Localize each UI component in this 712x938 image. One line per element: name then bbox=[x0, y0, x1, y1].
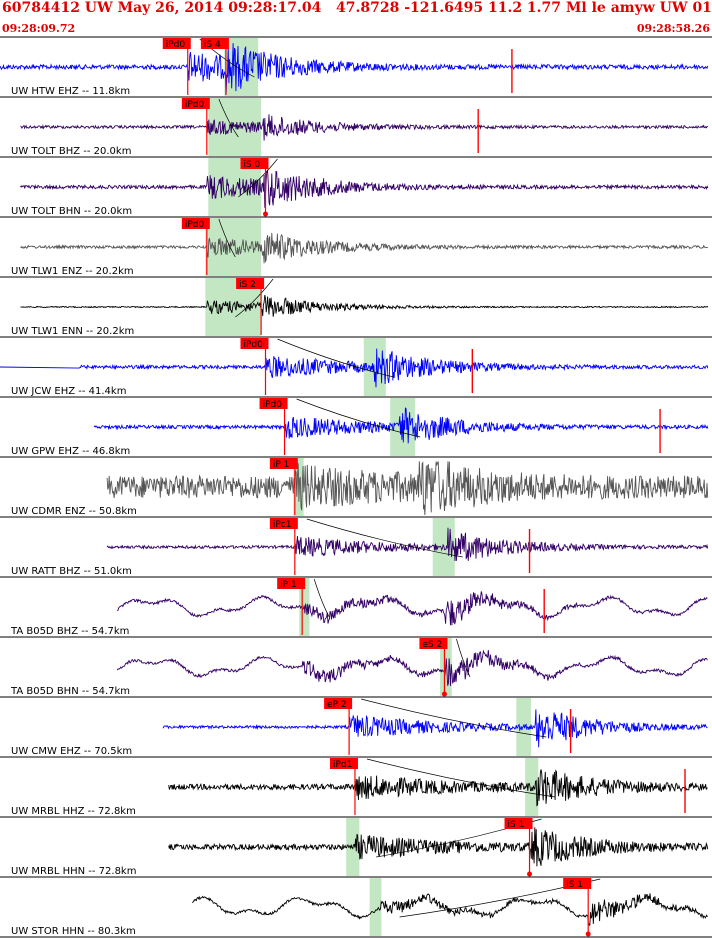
pick-label-box bbox=[324, 698, 353, 709]
pick-label: iS 1 bbox=[566, 880, 583, 890]
pick-label: eP 2 bbox=[327, 700, 347, 710]
start-time-label: 09:28:09.72 bbox=[2, 22, 76, 35]
pick-label-box bbox=[563, 878, 592, 889]
pick-label: iS 4 bbox=[204, 40, 221, 50]
waveform-trace bbox=[0, 348, 709, 388]
station-label: UW JCW EHZ -- 41.4km bbox=[11, 386, 126, 397]
pick-arrow-top bbox=[585, 879, 592, 885]
pick-label: iPc1 bbox=[273, 520, 292, 530]
travel-time-curve bbox=[313, 578, 330, 618]
travel-time-curve bbox=[218, 98, 239, 138]
pick-label-box bbox=[277, 578, 306, 589]
pick-arrow-bottom bbox=[441, 691, 447, 697]
pick-arrow-top bbox=[262, 159, 269, 165]
travel-time-curve bbox=[235, 278, 274, 318]
waveform-trace bbox=[191, 893, 708, 926]
waveform-trace bbox=[20, 169, 709, 208]
pick-label-box bbox=[240, 158, 269, 169]
pick-label-box bbox=[329, 758, 358, 769]
waveform-trace bbox=[20, 114, 708, 141]
travel-time-curve bbox=[277, 338, 394, 378]
pick-label-box bbox=[181, 98, 210, 109]
station-label: UW MRBL HHN -- 72.8km bbox=[11, 866, 136, 877]
waveform-trace bbox=[117, 591, 708, 626]
pick-arrow-top bbox=[526, 819, 533, 825]
pick-arrow-bottom bbox=[585, 931, 591, 937]
pick-label: iPd1 bbox=[333, 760, 352, 770]
waveform-trace bbox=[20, 294, 709, 317]
station-label: UW HTW EHZ -- 11.8km bbox=[11, 86, 130, 97]
waveform-trace bbox=[106, 460, 709, 516]
travel-time-curve bbox=[306, 518, 463, 558]
travel-time-curve bbox=[366, 758, 556, 798]
end-time-label: 09:28:58.26 bbox=[636, 22, 710, 35]
pick-label: iP 1 bbox=[273, 460, 290, 470]
station-label: UW TOLT BHZ -- 20.0km bbox=[11, 146, 131, 157]
pick-label-box bbox=[269, 518, 298, 529]
pick-label: iS 1 bbox=[508, 820, 525, 830]
pick-label: iPd0 bbox=[243, 340, 263, 350]
station-label: UW GPW EHZ -- 46.8km bbox=[11, 446, 130, 457]
pick-label-box bbox=[419, 638, 448, 649]
travel-time-curve bbox=[238, 158, 278, 198]
pick-label-box bbox=[259, 398, 288, 409]
pick-label-box bbox=[240, 338, 269, 349]
pick-label: eS 2 bbox=[422, 640, 442, 650]
station-label: UW STOR HHN -- 80.3km bbox=[11, 926, 136, 937]
travel-time-curve bbox=[296, 398, 421, 438]
station-label: UW CDMR ENZ -- 50.8km bbox=[11, 506, 137, 517]
station-label: UW TLW1 ENZ -- 20.2km bbox=[11, 266, 134, 277]
station-label: UW TLW1 ENN -- 20.2km bbox=[11, 326, 134, 337]
waveform-trace bbox=[20, 232, 708, 264]
pick-label-box bbox=[200, 38, 229, 49]
pick-window-band bbox=[363, 338, 386, 396]
pick-label-box bbox=[181, 218, 210, 229]
pick-arrow-top bbox=[441, 639, 448, 645]
waveform-trace bbox=[162, 709, 708, 748]
waveform-trace bbox=[93, 407, 709, 444]
waveform-trace bbox=[116, 649, 708, 686]
pick-arrow-bottom bbox=[262, 211, 268, 217]
travel-time-curve bbox=[456, 638, 471, 678]
travel-time-curve bbox=[218, 218, 236, 258]
pick-label-box bbox=[504, 818, 533, 829]
waveform-trace bbox=[168, 827, 709, 867]
travel-time-curve bbox=[361, 698, 547, 738]
pick-label: iS 2 bbox=[239, 280, 256, 290]
waveform-trace bbox=[106, 527, 709, 562]
pick-window-band bbox=[369, 878, 382, 936]
station-label: UW CMW EHZ -- 70.5km bbox=[11, 746, 132, 757]
pick-label-box bbox=[269, 458, 298, 469]
waveform-trace bbox=[168, 769, 708, 807]
pick-label: iS 0 bbox=[243, 160, 260, 170]
pick-label: iPd0 bbox=[263, 400, 283, 410]
station-label: TA B05D BHZ -- 54.7km bbox=[10, 626, 129, 637]
pick-window-band bbox=[208, 98, 262, 156]
pick-label-box bbox=[236, 278, 265, 289]
pick-arrow-bottom bbox=[527, 871, 533, 877]
station-label: UW RATT BHZ -- 51.0km bbox=[11, 566, 132, 577]
station-label: TA B05D BHN -- 54.7km bbox=[10, 686, 130, 697]
pick-label: iPd0 bbox=[185, 100, 205, 110]
pick-label: iPd0 bbox=[185, 220, 205, 230]
waveform-trace bbox=[0, 43, 709, 95]
pick-label: iP 1 bbox=[280, 580, 297, 590]
station-label: UW MRBL HHZ -- 72.8km bbox=[11, 806, 136, 817]
event-header: 60784412 UW May 26, 2014 09:28:17.04 47.… bbox=[2, 0, 712, 16]
pick-label: iPd0 bbox=[166, 40, 186, 50]
station-label: UW TOLT BHN -- 20.0km bbox=[11, 206, 132, 217]
pick-label-box bbox=[162, 38, 191, 49]
